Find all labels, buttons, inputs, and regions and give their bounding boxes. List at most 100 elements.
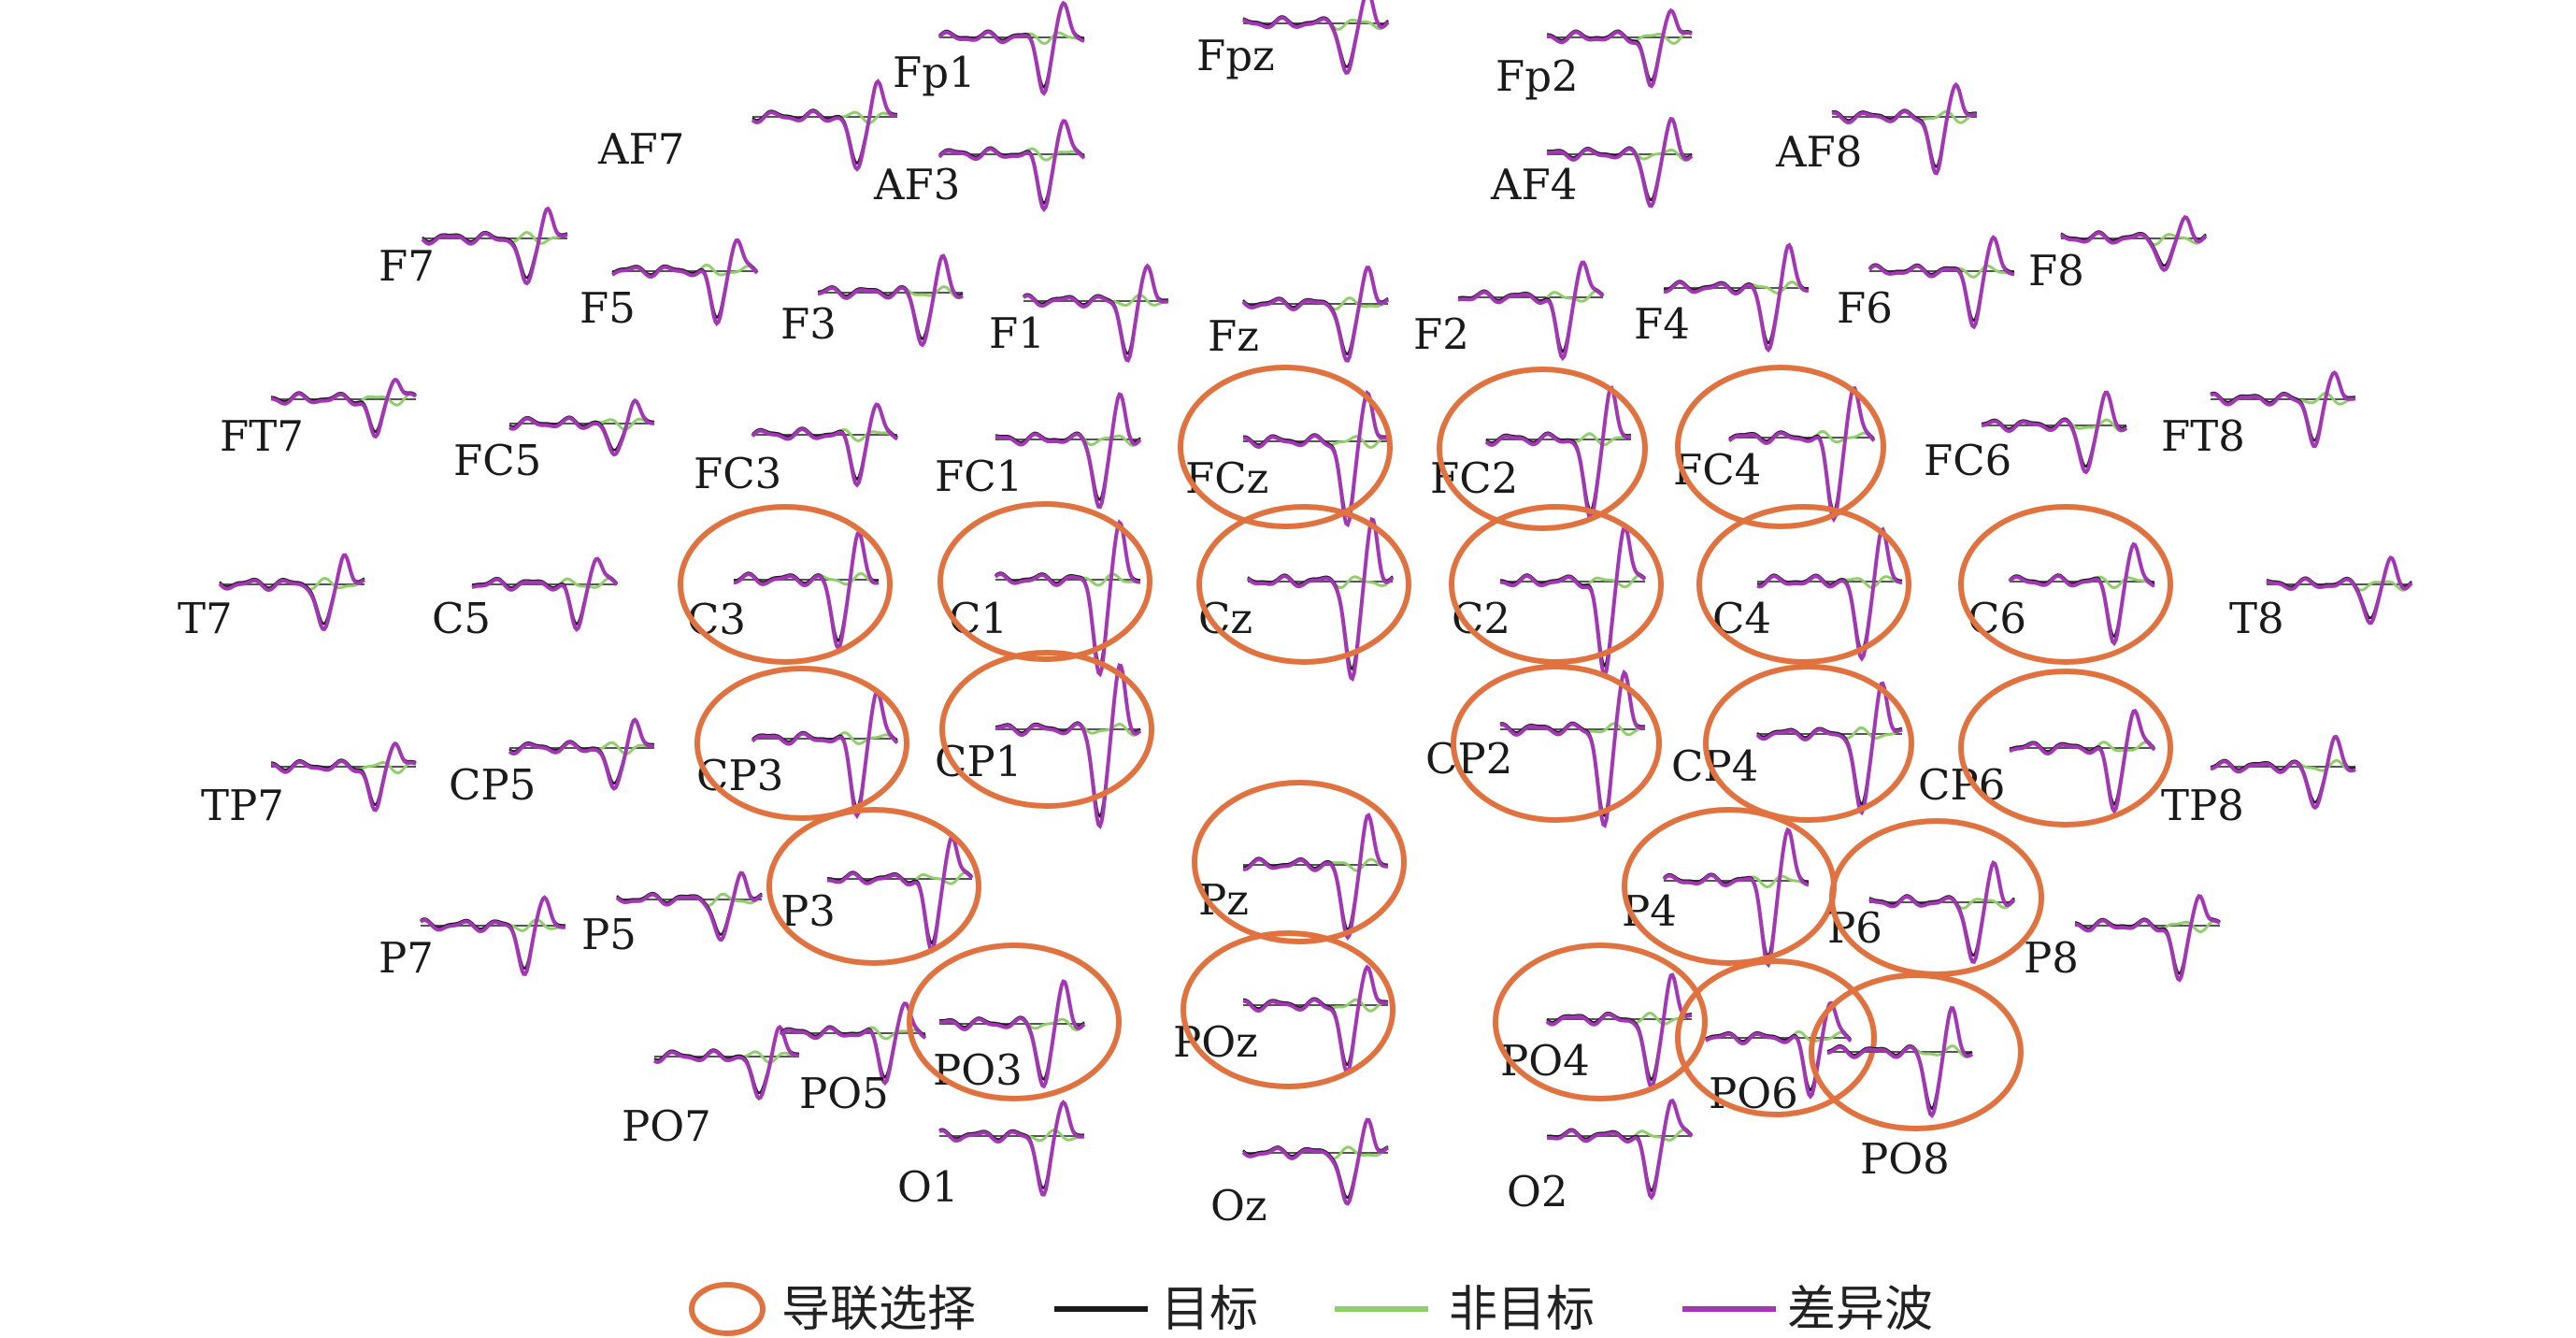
- electrode-label-ft8: FT8: [2161, 411, 2245, 461]
- electrode-label-fpz: Fpz: [1196, 31, 1275, 80]
- difference-trace-af3: [937, 119, 1086, 212]
- electrode-label-af4: AF4: [1490, 160, 1577, 209]
- selection-ring-po8: [1809, 972, 2024, 1131]
- target-trace-f2: [1457, 262, 1604, 353]
- selection-ring-cz: [1196, 504, 1411, 665]
- electrode-label-c6: C6: [1968, 594, 2026, 643]
- target-trace-cp6: [2009, 710, 2155, 807]
- legend-target-label: 目标: [1161, 1282, 1258, 1338]
- difference-trace-fc5: [508, 397, 655, 457]
- selection-ring-cp4: [1703, 664, 1914, 823]
- electrode-label-c4: C4: [1712, 594, 1771, 643]
- target-trace-p8: [2074, 895, 2221, 975]
- electrode-f4: F4: [1634, 242, 1810, 353]
- electrode-fc1: FC1: [935, 392, 1142, 510]
- target-trace-af3: [938, 120, 1085, 205]
- difference-trace-oz: [1241, 1117, 1389, 1206]
- electrode-label-fc4: FC4: [1673, 445, 1761, 495]
- electrode-po3: PO3: [907, 942, 1122, 1101]
- difference-trace-p6: [1868, 859, 2016, 965]
- target-trace-o2: [1546, 1100, 1693, 1193]
- target-trace-p7: [420, 896, 566, 970]
- difference-trace-fc6: [1981, 390, 2128, 475]
- electrode-label-po4: PO4: [1500, 1036, 1590, 1086]
- difference-trace-cp5: [508, 717, 655, 791]
- target-trace-p3: [826, 838, 973, 945]
- electrode-label-cp2: CP2: [1425, 734, 1512, 784]
- electrode-cp6: CP6: [1918, 669, 2173, 827]
- electrode-label-af7: AF7: [597, 124, 684, 174]
- difference-trace-tp8: [2210, 734, 2356, 811]
- difference-trace-fp1: [937, 0, 1085, 96]
- legend: 导联选择 目标 非目标 差异波: [689, 1282, 1933, 1338]
- electrode-label-fc3: FC3: [694, 449, 781, 498]
- difference-trace-fc2: [1484, 385, 1632, 522]
- target-trace-p5: [616, 871, 763, 936]
- difference-trace-po5: [779, 1001, 927, 1086]
- electrode-c6: C6: [1958, 504, 2173, 665]
- electrode-label-af3: AF3: [873, 160, 960, 209]
- difference-trace-pz: [1242, 813, 1388, 942]
- electrode-label-cp1: CP1: [935, 737, 1022, 786]
- difference-trace-fpz: [1242, 0, 1390, 76]
- difference-trace-o1: [938, 1100, 1085, 1197]
- electrode-label-af8: AF8: [1775, 127, 1862, 177]
- difference-trace-po3: [939, 979, 1086, 1089]
- difference-trace-t7: [218, 553, 365, 632]
- electrode-label-fp1: Fp1: [893, 48, 976, 97]
- electrode-label-c3: C3: [687, 595, 746, 644]
- difference-trace-fp2: [1546, 7, 1693, 89]
- difference-trace-p3: [826, 835, 974, 955]
- difference-trace-cp6: [2009, 708, 2156, 814]
- target-trace-pz: [1242, 815, 1388, 932]
- electrode-label-fcz: FCz: [1185, 453, 1268, 503]
- difference-trace-fz: [1241, 266, 1390, 363]
- electrode-label-po7: PO7: [622, 1101, 711, 1151]
- electrode-label-c1: C1: [949, 594, 1008, 643]
- electrode-label-t8: T8: [2229, 594, 2284, 643]
- difference-trace-fc1: [995, 392, 1142, 510]
- difference-trace-p7: [419, 895, 566, 977]
- electrode-af7: AF7: [597, 79, 898, 174]
- difference-trace-f3: [817, 253, 965, 348]
- difference-trace-c6: [2008, 541, 2155, 647]
- selection-ring-c4: [1696, 504, 1911, 665]
- electrode-po8: PO8: [1809, 972, 2024, 1184]
- difference-trace-f5: [611, 237, 759, 327]
- selection-ring-fcz: [1178, 365, 1393, 529]
- electrode-label-f1: F1: [989, 309, 1045, 358]
- electrode-f7: F7: [379, 206, 568, 291]
- electrode-label-fc1: FC1: [935, 452, 1023, 501]
- difference-trace-ft7: [270, 377, 418, 439]
- electrode-label-fz: Fz: [1208, 311, 1259, 361]
- selection-ring-cp2: [1451, 664, 1662, 823]
- target-trace-c6: [2009, 543, 2155, 639]
- electrode-label-f4: F4: [1634, 299, 1690, 349]
- electrode-oz: Oz: [1210, 1117, 1389, 1230]
- electrode-po7: PO7: [622, 1024, 800, 1151]
- electrode-fc5: FC5: [453, 397, 655, 485]
- target-trace-tp7: [270, 741, 417, 807]
- electrode-label-f8: F8: [2028, 246, 2084, 295]
- electrode-label-fp2: Fp2: [1496, 51, 1579, 101]
- electrode-o1: O1: [897, 1100, 1085, 1212]
- electrode-af3: AF3: [873, 119, 1086, 212]
- electrode-po4: PO4: [1493, 942, 1708, 1101]
- electrode-ft7: FT7: [220, 377, 418, 461]
- difference-trace-af4: [1546, 116, 1694, 209]
- electrode-fc3: FC3: [694, 402, 899, 498]
- difference-trace-c4: [1756, 526, 1903, 662]
- electrode-pz: Pz: [1192, 780, 1407, 944]
- target-trace-fz: [1242, 267, 1389, 356]
- selection-ring-c6: [1958, 504, 2173, 665]
- difference-trace-tp7: [270, 741, 417, 813]
- electrode-p5: P5: [581, 870, 764, 959]
- target-trace-c4: [1756, 529, 1903, 653]
- target-trace-poz: [1243, 966, 1389, 1067]
- electrode-c1: C1: [937, 501, 1152, 678]
- electrode-t7: T7: [178, 553, 365, 643]
- electrode-c4: C4: [1696, 504, 1911, 665]
- target-trace-c3: [733, 533, 880, 643]
- difference-trace-o2: [1546, 1098, 1694, 1201]
- selection-ring-fc4: [1675, 365, 1886, 529]
